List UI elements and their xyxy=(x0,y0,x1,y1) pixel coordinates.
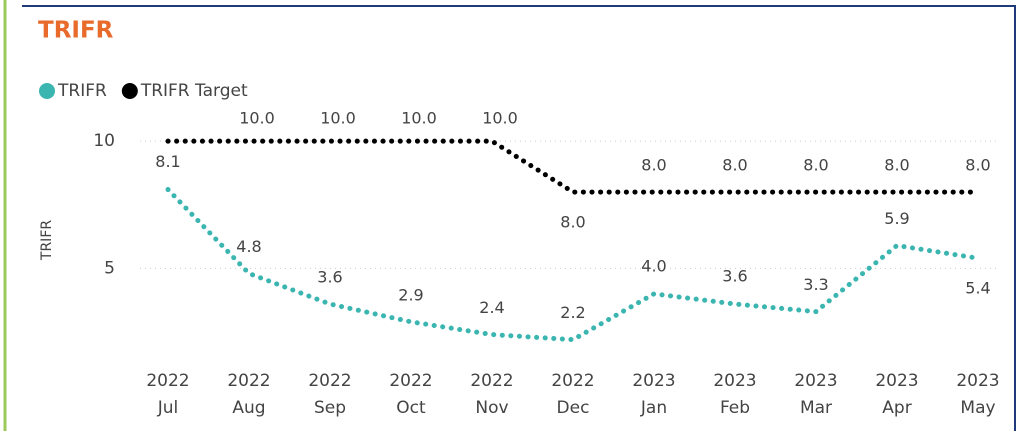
x-tick-year: 2022 xyxy=(308,371,351,391)
y-tick-label: 10 xyxy=(93,131,115,151)
x-tick-month: Dec xyxy=(557,398,590,418)
x-tick-label: 2022 Nov xyxy=(470,371,513,418)
data-label: 3.6 xyxy=(722,267,747,286)
data-label: 5.9 xyxy=(884,209,909,228)
data-label: 4.0 xyxy=(641,256,666,275)
x-tick-label: 2023 May xyxy=(956,371,999,418)
x-tick-label: 2022 Dec xyxy=(551,371,594,418)
x-tick-year: 2023 xyxy=(956,371,999,391)
x-tick-month: Oct xyxy=(396,398,426,418)
x-tick-year: 2022 xyxy=(470,371,513,391)
legend-marker xyxy=(121,83,138,99)
y-axis-label: TRIFR xyxy=(39,220,55,261)
x-tick-month: Feb xyxy=(720,398,750,418)
x-tick-month: Aug xyxy=(232,398,265,418)
legend-marker xyxy=(39,83,55,99)
x-tick-label: 2023 Apr xyxy=(875,371,918,418)
x-tick-month: Jul xyxy=(157,398,179,418)
x-tick-year: 2023 xyxy=(875,371,918,391)
data-label: 2.4 xyxy=(479,298,504,317)
x-tick-year: 2023 xyxy=(794,371,837,391)
x-tick-label: 2022 Sep xyxy=(308,371,351,418)
chart-title: TRIFR xyxy=(38,18,114,44)
data-label: 4.8 xyxy=(236,237,261,256)
x-tick-label: 2022 Jul xyxy=(146,371,189,418)
series-line xyxy=(165,138,981,195)
x-tick-year: 2022 xyxy=(227,371,270,391)
x-tick-label: 2022 Aug xyxy=(227,371,270,418)
x-tick-label: 2023 Feb xyxy=(713,371,756,418)
y-tick-label: 5 xyxy=(104,258,115,278)
x-tick-year: 2023 xyxy=(632,371,675,391)
data-label: 3.3 xyxy=(803,275,828,294)
data-label: 8.0 xyxy=(560,213,585,232)
x-tick-month: May xyxy=(960,398,995,418)
x-tick-month: Apr xyxy=(882,398,911,418)
x-tick-month: Mar xyxy=(800,398,832,418)
data-label: 8.0 xyxy=(803,156,828,175)
legend-label: TRIFR xyxy=(57,81,107,101)
data-label: 2.9 xyxy=(398,285,423,304)
x-tick-label: 2022 Oct xyxy=(389,371,432,418)
x-tick-year: 2023 xyxy=(713,371,756,391)
data-label: 5.4 xyxy=(965,279,990,298)
x-tick-label: 2023 Jan xyxy=(632,371,675,418)
x-tick-year: 2022 xyxy=(551,371,594,391)
x-tick-month: Sep xyxy=(314,398,346,418)
data-label: 10.0 xyxy=(401,109,437,128)
data-label: 10.0 xyxy=(239,109,275,128)
x-tick-month: Jan xyxy=(640,398,667,418)
legend-label: TRIFR Target xyxy=(140,81,248,101)
data-label: 10.0 xyxy=(482,109,518,128)
data-label: 8.0 xyxy=(641,156,666,175)
data-label: 8.1 xyxy=(155,152,180,171)
data-label: 3.6 xyxy=(317,268,342,287)
data-label: 2.2 xyxy=(560,303,585,322)
data-label: 10.0 xyxy=(320,109,356,128)
x-tick-year: 2022 xyxy=(146,371,189,391)
data-label: 8.0 xyxy=(884,156,909,175)
x-tick-year: 2022 xyxy=(389,371,432,391)
x-tick-month: Nov xyxy=(475,398,508,418)
data-label: 8.0 xyxy=(722,156,747,175)
data-label: 8.0 xyxy=(965,156,990,175)
x-tick-label: 2023 Mar xyxy=(794,371,837,418)
series-line xyxy=(165,187,981,343)
